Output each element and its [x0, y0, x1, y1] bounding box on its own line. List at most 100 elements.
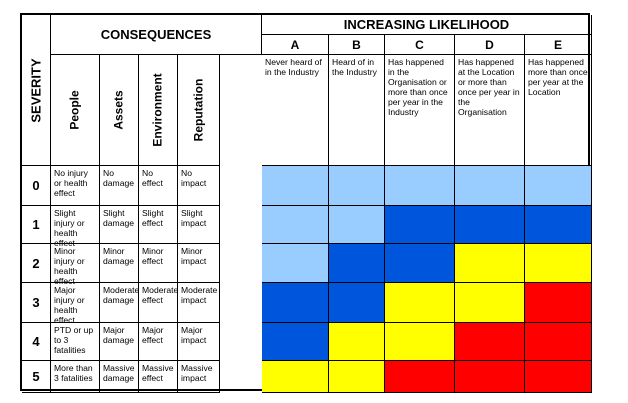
- consequence-reputation-5: Massive impact: [178, 361, 220, 393]
- consequence-people-0: No injury or health effect: [51, 166, 100, 206]
- likelihood-desc-a: Never heard of in the Industry: [262, 55, 329, 166]
- consequence-col-label: Reputation: [191, 78, 206, 142]
- likelihood-desc: Has happened at the Location or more tha…: [458, 57, 520, 117]
- severity-level: 2: [32, 255, 40, 271]
- consequence-assets-2: Minor damage: [100, 244, 139, 283]
- risk-cell-4-a: [262, 323, 329, 361]
- likelihood-letter-c: C: [385, 35, 455, 55]
- severity-level-2: 2: [22, 244, 51, 283]
- consequence-environment-4: Major effect: [139, 323, 178, 361]
- consequences-label: CONSEQUENCES: [100, 27, 212, 42]
- consequence-text: Major injury or health effect: [54, 285, 85, 325]
- consequence-text: Major impact: [181, 325, 207, 345]
- risk-cell-3-e: [525, 283, 592, 323]
- likelihood-letter-b: B: [329, 35, 385, 55]
- consequence-text: Moderate impact: [181, 285, 218, 305]
- risk-cell-5-e: [525, 361, 592, 393]
- consequence-text: No impact: [181, 168, 207, 188]
- consequence-environment-1: Slight effect: [139, 206, 178, 244]
- consequence-col-people: People: [51, 55, 100, 166]
- likelihood-letter-e: E: [525, 35, 592, 55]
- consequence-text: Moderate damage: [103, 285, 140, 305]
- severity-level: 3: [32, 295, 40, 310]
- likelihood-letter-d: D: [455, 35, 525, 55]
- likelihood-desc-d: Has happened at the Location or more tha…: [455, 55, 525, 166]
- consequence-text: Slight damage: [103, 208, 135, 228]
- consequence-environment-3: Moderate effect: [139, 283, 178, 323]
- risk-cell-1-b: [329, 206, 385, 244]
- consequence-text: Major damage: [103, 325, 135, 345]
- likelihood-header: INCREASING LIKELIHOOD: [262, 15, 592, 35]
- severity-header: SEVERITY: [22, 15, 51, 166]
- likelihood-letter: B: [352, 37, 361, 52]
- risk-cell-4-e: [525, 323, 592, 361]
- likelihood-desc-e: Has happened more than once per year at …: [525, 55, 592, 166]
- likelihood-desc: Has happened more than once per year at …: [528, 57, 588, 97]
- risk-cell-1-d: [455, 206, 525, 244]
- severity-level-3: 3: [22, 283, 51, 323]
- likelihood-desc: Never heard of in the Industry: [265, 57, 322, 77]
- consequence-people-2: Minor injury or health effect: [51, 244, 100, 286]
- consequences-header: CONSEQUENCES: [51, 15, 262, 55]
- consequence-assets-4: Major damage: [100, 323, 139, 361]
- severity-level-0: 0: [22, 166, 51, 206]
- risk-cell-5-b: [329, 361, 385, 393]
- consequence-people-3: Major injury or health effect: [51, 283, 100, 325]
- risk-cell-0-d: [455, 166, 525, 206]
- severity-level-1: 1: [22, 206, 51, 244]
- consequence-assets-5: Massive damage: [100, 361, 139, 393]
- risk-cell-0-c: [385, 166, 455, 206]
- risk-cell-3-a: [262, 283, 329, 323]
- consequence-text: PTD or up to 3 fatalities: [54, 325, 94, 355]
- consequence-environment-2: Minor effect: [139, 244, 178, 283]
- consequence-col-assets: Assets: [100, 55, 139, 166]
- consequence-text: Slight effect: [142, 208, 164, 228]
- consequence-text: Moderate effect: [142, 285, 179, 305]
- risk-cell-5-a: [262, 361, 329, 393]
- consequence-reputation-0: No impact: [178, 166, 220, 206]
- likelihood-desc-c: Has happened in the Organisation or more…: [385, 55, 455, 166]
- consequence-people-5: More than 3 fatalities: [51, 361, 100, 393]
- risk-cell-3-c: [385, 283, 455, 323]
- consequence-text: Minor effect: [142, 246, 164, 266]
- consequence-reputation-1: Slight impact: [178, 206, 220, 244]
- consequence-text: Minor impact: [181, 246, 207, 266]
- consequence-assets-1: Slight damage: [100, 206, 139, 244]
- consequence-text: Slight impact: [181, 208, 207, 228]
- consequence-text: No damage: [103, 168, 135, 188]
- risk-cell-0-b: [329, 166, 385, 206]
- consequence-reputation-3: Moderate impact: [178, 283, 220, 323]
- risk-cell-5-c: [385, 361, 455, 393]
- severity-label: SEVERITY: [28, 57, 44, 123]
- risk-cell-4-c: [385, 323, 455, 361]
- risk-cell-0-a: [262, 166, 329, 206]
- likelihood-desc: Heard of in the Industry: [332, 57, 377, 77]
- severity-level: 4: [32, 334, 40, 349]
- consequence-environment-5: Massive effect: [139, 361, 178, 393]
- risk-cell-1-a: [262, 206, 329, 244]
- consequence-col-label: People: [67, 90, 82, 130]
- consequence-col-label: Environment: [151, 73, 165, 147]
- severity-level: 1: [32, 217, 40, 232]
- consequence-text: Massive impact: [181, 363, 213, 383]
- consequence-assets-0: No damage: [100, 166, 139, 206]
- likelihood-letter: C: [415, 37, 424, 52]
- severity-level-4: 4: [22, 323, 51, 361]
- consequence-reputation-2: Minor impact: [178, 244, 220, 283]
- risk-cell-2-a: [262, 244, 329, 283]
- likelihood-desc: Has happened in the Organisation or more…: [388, 57, 448, 117]
- consequence-reputation-4: Major impact: [178, 323, 220, 361]
- consequence-people-4: PTD or up to 3 fatalities: [51, 323, 100, 361]
- risk-cell-4-d: [455, 323, 525, 361]
- consequence-text: Slight injury or health effect: [54, 208, 85, 248]
- risk-cell-4-b: [329, 323, 385, 361]
- consequence-text: Massive effect: [142, 363, 174, 383]
- likelihood-label: INCREASING LIKELIHOOD: [343, 17, 510, 32]
- severity-level-5: 5: [22, 361, 51, 393]
- likelihood-letter-a: A: [262, 35, 329, 55]
- risk-cell-1-c: [385, 206, 455, 244]
- likelihood-letter: E: [553, 37, 562, 52]
- consequence-col-reputation: Reputation: [178, 55, 220, 166]
- consequence-text: No effect: [142, 168, 163, 188]
- consequence-people-1: Slight injury or health effect: [51, 206, 100, 248]
